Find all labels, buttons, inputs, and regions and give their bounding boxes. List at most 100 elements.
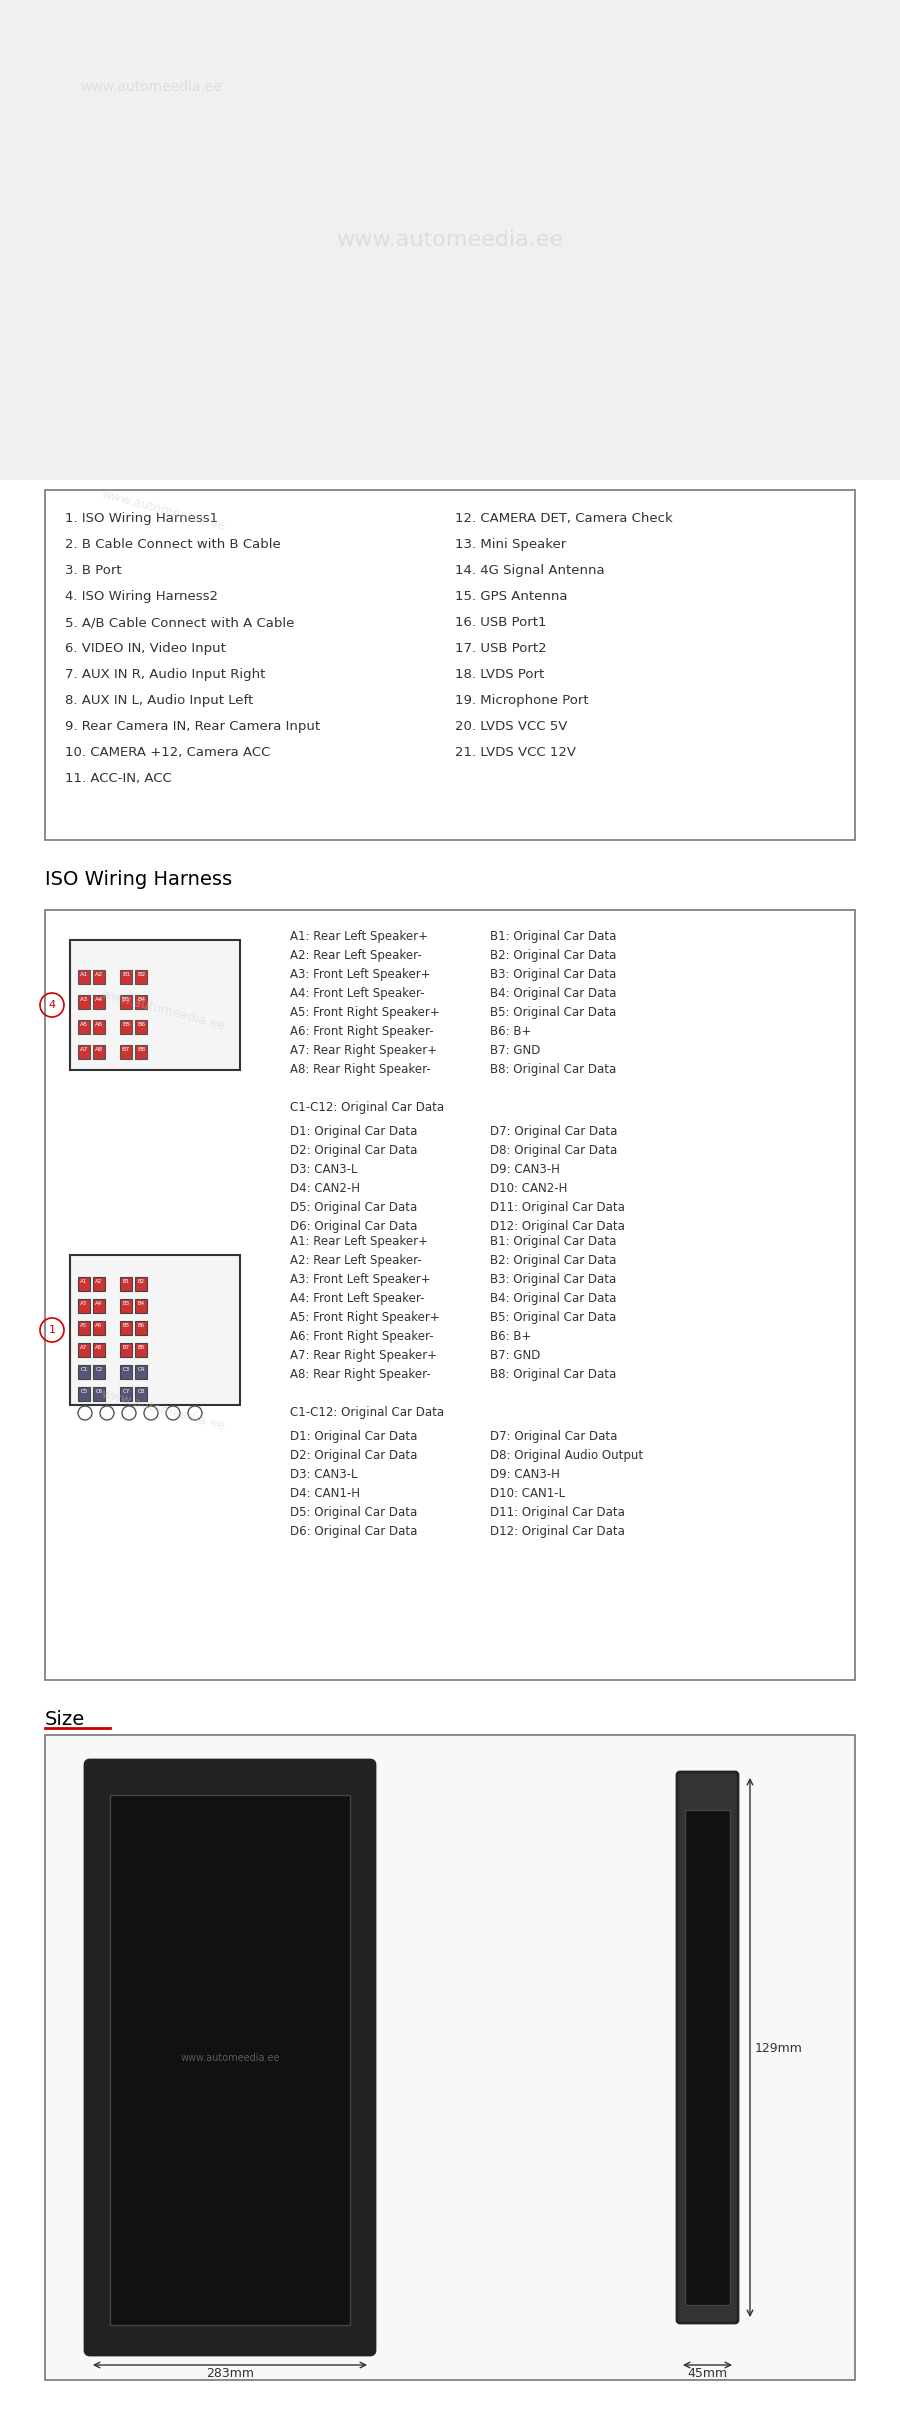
Text: B7: B7 — [122, 1046, 130, 1053]
Text: C6: C6 — [95, 1388, 103, 1393]
Bar — [78, 969, 90, 983]
Bar — [78, 1388, 90, 1400]
Text: A7: A7 — [80, 1046, 88, 1053]
Text: B2: B2 — [137, 971, 145, 976]
Text: 8. AUX IN L, Audio Input Left: 8. AUX IN L, Audio Input Left — [65, 694, 253, 706]
Bar — [78, 1046, 90, 1058]
Text: C3: C3 — [122, 1366, 130, 1371]
Bar — [135, 1019, 147, 1034]
Text: 12. CAMERA DET, Camera Check: 12. CAMERA DET, Camera Check — [455, 511, 673, 525]
Text: www.automeedia.ee: www.automeedia.ee — [100, 988, 227, 1034]
Text: A4: A4 — [94, 998, 104, 1003]
Text: 11. ACC-IN, ACC: 11. ACC-IN, ACC — [65, 771, 172, 786]
Text: D12: Original Car Data: D12: Original Car Data — [490, 1219, 625, 1234]
Bar — [120, 995, 132, 1010]
Text: C2: C2 — [95, 1366, 103, 1371]
Text: B2: Original Car Data: B2: Original Car Data — [490, 1253, 616, 1268]
Text: www.automeedia.ee: www.automeedia.ee — [100, 1388, 227, 1434]
Text: 45mm: 45mm — [687, 2367, 727, 2381]
Text: B5: Original Car Data: B5: Original Car Data — [490, 1005, 616, 1019]
Text: B1: B1 — [122, 1280, 130, 1285]
Text: A7: Rear Right Speaker+: A7: Rear Right Speaker+ — [290, 1350, 437, 1362]
Text: D1: Original Car Data: D1: Original Car Data — [290, 1125, 418, 1138]
Bar — [120, 1019, 132, 1034]
Text: C8: C8 — [138, 1388, 145, 1393]
Text: B5: B5 — [122, 1323, 130, 1328]
Text: A3: A3 — [80, 1301, 87, 1306]
Bar — [120, 1388, 132, 1400]
Text: A3: Front Left Speaker+: A3: Front Left Speaker+ — [290, 969, 430, 981]
Text: B3: B3 — [122, 998, 130, 1003]
Text: C1: C1 — [80, 1366, 87, 1371]
Text: A1: Rear Left Speaker+: A1: Rear Left Speaker+ — [290, 930, 428, 942]
Text: B1: Original Car Data: B1: Original Car Data — [490, 1234, 616, 1248]
Text: B2: Original Car Data: B2: Original Car Data — [490, 950, 616, 962]
Text: 283mm: 283mm — [206, 2367, 254, 2381]
Text: A4: Front Left Speaker-: A4: Front Left Speaker- — [290, 988, 425, 1000]
Bar — [93, 1342, 105, 1357]
Text: 4. ISO Wiring Harness2: 4. ISO Wiring Harness2 — [65, 590, 218, 602]
Text: D7: Original Car Data: D7: Original Car Data — [490, 1429, 617, 1444]
Bar — [135, 969, 147, 983]
Text: 15. GPS Antenna: 15. GPS Antenna — [455, 590, 568, 602]
Text: A2: Rear Left Speaker-: A2: Rear Left Speaker- — [290, 950, 422, 962]
Bar — [93, 1019, 105, 1034]
Text: D11: Original Car Data: D11: Original Car Data — [490, 1506, 625, 1518]
Text: B4: Original Car Data: B4: Original Car Data — [490, 1292, 616, 1304]
Bar — [70, 1256, 240, 1405]
Bar — [135, 1364, 147, 1379]
Bar — [120, 1299, 132, 1313]
Text: D4: CAN1-H: D4: CAN1-H — [290, 1487, 360, 1499]
Bar — [70, 940, 240, 1070]
Text: ISO Wiring Harness: ISO Wiring Harness — [45, 870, 232, 889]
Text: D5: Original Car Data: D5: Original Car Data — [290, 1506, 418, 1518]
Bar — [78, 1019, 90, 1034]
Text: A6: Front Right Speaker-: A6: Front Right Speaker- — [290, 1024, 434, 1039]
Text: A4: Front Left Speaker-: A4: Front Left Speaker- — [290, 1292, 425, 1304]
Bar — [93, 1364, 105, 1379]
Text: D6: Original Car Data: D6: Original Car Data — [290, 1219, 418, 1234]
Bar — [93, 995, 105, 1010]
Bar — [45, 1735, 855, 2381]
Bar — [78, 1277, 90, 1292]
FancyBboxPatch shape — [85, 1759, 375, 2355]
Bar — [45, 489, 855, 841]
Text: A4: A4 — [95, 1301, 103, 1306]
Bar — [135, 1388, 147, 1400]
Text: 1. ISO Wiring Harness1: 1. ISO Wiring Harness1 — [65, 511, 218, 525]
Text: A5: A5 — [80, 1022, 88, 1027]
Text: D11: Original Car Data: D11: Original Car Data — [490, 1200, 625, 1215]
Bar — [135, 1277, 147, 1292]
Text: B5: Original Car Data: B5: Original Car Data — [490, 1311, 616, 1323]
Bar — [135, 995, 147, 1010]
Text: A8: A8 — [95, 1345, 103, 1350]
Bar — [78, 1342, 90, 1357]
Text: 4: 4 — [49, 1000, 56, 1010]
Text: B7: GND: B7: GND — [490, 1044, 540, 1058]
Text: A1: Rear Left Speaker+: A1: Rear Left Speaker+ — [290, 1234, 428, 1248]
Text: A1: A1 — [80, 971, 88, 976]
Text: A3: Front Left Speaker+: A3: Front Left Speaker+ — [290, 1272, 430, 1287]
Text: B5: B5 — [122, 1022, 130, 1027]
Text: B8: Original Car Data: B8: Original Car Data — [490, 1369, 616, 1381]
Text: B8: B8 — [137, 1046, 145, 1053]
Text: D3: CAN3-L: D3: CAN3-L — [290, 1468, 357, 1482]
Bar — [93, 1277, 105, 1292]
Text: C5: C5 — [80, 1388, 87, 1393]
Text: 14. 4G Signal Antenna: 14. 4G Signal Antenna — [455, 564, 605, 576]
Bar — [120, 1277, 132, 1292]
Text: www.automeedia.ee: www.automeedia.ee — [100, 487, 227, 533]
Text: B1: B1 — [122, 971, 130, 976]
Text: 129mm: 129mm — [755, 2041, 803, 2053]
Text: A2: A2 — [95, 1280, 103, 1285]
Text: D1: Original Car Data: D1: Original Car Data — [290, 1429, 418, 1444]
Bar — [93, 969, 105, 983]
Bar — [78, 1299, 90, 1313]
Text: D7: Original Car Data: D7: Original Car Data — [490, 1125, 617, 1138]
Text: 20. LVDS VCC 5V: 20. LVDS VCC 5V — [455, 721, 567, 733]
Text: 5. A/B Cable Connect with A Cable: 5. A/B Cable Connect with A Cable — [65, 617, 294, 629]
Text: 18. LVDS Port: 18. LVDS Port — [455, 668, 544, 682]
Text: B3: Original Car Data: B3: Original Car Data — [490, 1272, 616, 1287]
Text: D3: CAN3-L: D3: CAN3-L — [290, 1164, 357, 1176]
Text: 2. B Cable Connect with B Cable: 2. B Cable Connect with B Cable — [65, 537, 281, 552]
